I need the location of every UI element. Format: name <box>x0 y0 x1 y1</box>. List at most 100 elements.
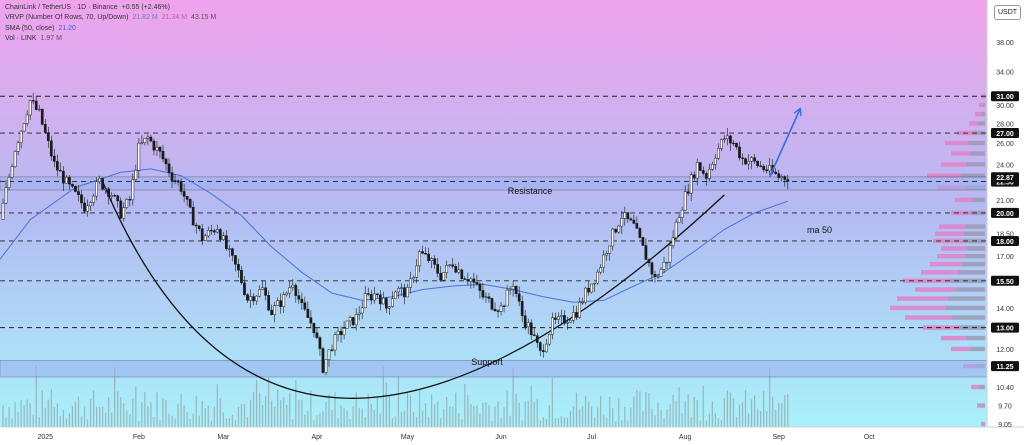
volume-bar <box>376 397 378 427</box>
candle-body <box>451 264 455 267</box>
volume-bar <box>280 400 282 427</box>
volume-profile-bar-down <box>961 261 985 267</box>
volume-bar <box>11 418 13 427</box>
volume-bar <box>669 404 671 427</box>
candle-body <box>738 146 741 159</box>
volume-bar <box>310 390 312 427</box>
volume-bar <box>446 396 448 427</box>
volume-bar <box>443 408 445 427</box>
price-tick-label: 30.00 <box>996 103 1014 110</box>
candle-body <box>128 199 132 201</box>
candle-body <box>713 157 717 165</box>
volume-bar <box>545 419 547 427</box>
volume-bar <box>367 393 369 427</box>
candle-body <box>351 317 355 326</box>
candle-body <box>34 100 38 110</box>
candle-body <box>472 278 476 283</box>
volume-profile-bar-down <box>970 210 985 216</box>
candle-body <box>131 179 135 201</box>
candle-body <box>508 288 512 291</box>
volume-bar <box>183 405 185 427</box>
legend-vol-row[interactable]: Vol · LINK 1.97 M <box>5 34 220 44</box>
candle-body <box>77 191 80 195</box>
candle-body <box>125 199 129 208</box>
candle-body <box>249 296 252 301</box>
legend-symbol-row[interactable]: ChainLink / TetherUS · 1D · Binance +0.55… <box>5 3 220 13</box>
volume-profile-bar-down <box>960 173 985 178</box>
volume-bar <box>237 406 240 427</box>
volume-bar <box>485 402 487 427</box>
volume-bar <box>385 382 387 427</box>
legend-vrvp-row[interactable]: VRVP (Number Of Rows, 70, Up/Down) 21.82 … <box>5 13 220 23</box>
volume-profile-bar-down <box>965 224 985 229</box>
symbol-title: ChainLink / TetherUS · 1D · Binance <box>5 4 118 11</box>
candle-body <box>321 348 325 373</box>
candle-body <box>698 162 702 171</box>
time-tick-label: Mar <box>217 434 230 441</box>
volume-bar <box>769 368 771 427</box>
price-axis[interactable]: 9.05 9.70 10.40 11.25 12.00 13.00 14.00 15.50 17… <box>991 13 1019 429</box>
candle-body <box>617 225 621 233</box>
candle-body <box>744 158 747 165</box>
candle-body <box>677 217 681 223</box>
volume-profile-bar-up <box>941 162 967 167</box>
volume-profile-bar-up <box>903 278 951 283</box>
legend-sma-row[interactable]: SMA (50, close) 21.20 <box>5 24 220 34</box>
volume-profile-bar-down <box>978 121 985 126</box>
volume-bar <box>331 409 333 427</box>
volume-bar <box>424 403 427 427</box>
candle-body <box>635 223 639 229</box>
candle-body <box>19 130 23 143</box>
candle-body <box>336 330 340 335</box>
candle-body <box>225 235 228 250</box>
candle-body <box>430 258 433 261</box>
candle-body <box>668 245 672 263</box>
volume-bar <box>86 419 89 427</box>
candle-body <box>647 259 651 264</box>
candle-body <box>43 124 47 133</box>
volume-bar <box>370 403 372 427</box>
time-axis[interactable]: 2025 Feb Mar Apr May Jun Jul Aug Sep Oct <box>37 434 874 441</box>
candle-body <box>49 140 53 157</box>
candle-body <box>665 261 669 264</box>
vrvp-up-value: 21.82 M <box>132 14 158 22</box>
candle-body <box>209 230 213 232</box>
volume-bar <box>512 368 514 427</box>
volume-bar <box>316 415 318 427</box>
volume-bar <box>554 418 556 427</box>
candle-body <box>31 100 35 102</box>
volume-bar <box>95 406 98 427</box>
candle-body <box>611 228 615 247</box>
volume-bar <box>159 420 161 427</box>
candle-body <box>756 160 759 167</box>
volume-bar <box>763 390 765 427</box>
candle-body <box>656 276 660 278</box>
currency-badge[interactable]: USDT <box>994 5 1021 20</box>
candle-body <box>158 146 162 152</box>
volume-bar <box>612 408 614 427</box>
candle-body <box>179 181 183 192</box>
candle-body <box>89 202 92 207</box>
volume-bar <box>684 400 686 427</box>
candle-body <box>7 176 11 188</box>
candle-body <box>237 264 240 271</box>
volume-bar <box>138 420 140 427</box>
candle-body <box>683 191 687 211</box>
candle-body <box>397 288 400 293</box>
volume-bar <box>618 397 620 427</box>
volume-profile-bar-up <box>971 384 980 390</box>
candle-body <box>170 172 174 181</box>
volume-bar <box>165 399 167 427</box>
volume-bar <box>120 397 122 427</box>
volume-bar <box>766 410 768 427</box>
candle-body <box>59 170 62 172</box>
volume-bar <box>14 402 16 427</box>
volume-bar <box>633 396 635 427</box>
candle-body <box>529 322 533 336</box>
volume-bar <box>642 411 644 427</box>
volume-bar <box>437 401 439 427</box>
candle-body <box>68 176 71 185</box>
volume-bar <box>168 413 170 427</box>
volume-bar <box>319 413 321 427</box>
